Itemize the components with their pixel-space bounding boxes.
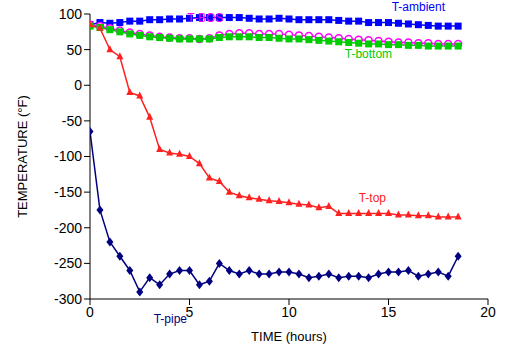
svg-text:20: 20	[480, 304, 496, 320]
svg-text:0: 0	[74, 77, 82, 93]
svg-text:T-ambient: T-ambient	[392, 0, 446, 14]
svg-text:-200: -200	[54, 220, 82, 236]
svg-text:0: 0	[86, 304, 94, 320]
svg-text:T-BOS: T-BOS	[187, 11, 223, 25]
svg-text:-250: -250	[54, 255, 82, 271]
svg-text:5: 5	[185, 303, 194, 320]
svg-text:T-bottom: T-bottom	[345, 47, 392, 61]
svg-text:T-pipe: T-pipe	[154, 312, 188, 326]
svg-text:15: 15	[381, 304, 397, 320]
svg-text:-150: -150	[54, 184, 82, 200]
svg-text:T-top: T-top	[359, 191, 387, 205]
svg-text:TEMPERATURE (°F): TEMPERATURE (°F)	[15, 95, 30, 218]
svg-text:10: 10	[281, 304, 297, 320]
svg-text:-300: -300	[54, 291, 82, 307]
svg-text:50: 50	[66, 42, 82, 58]
svg-text:100: 100	[59, 6, 83, 22]
svg-text:TIME (hours): TIME (hours)	[251, 329, 327, 344]
svg-text:-50: -50	[62, 113, 82, 129]
svg-text:-100: -100	[54, 148, 82, 164]
